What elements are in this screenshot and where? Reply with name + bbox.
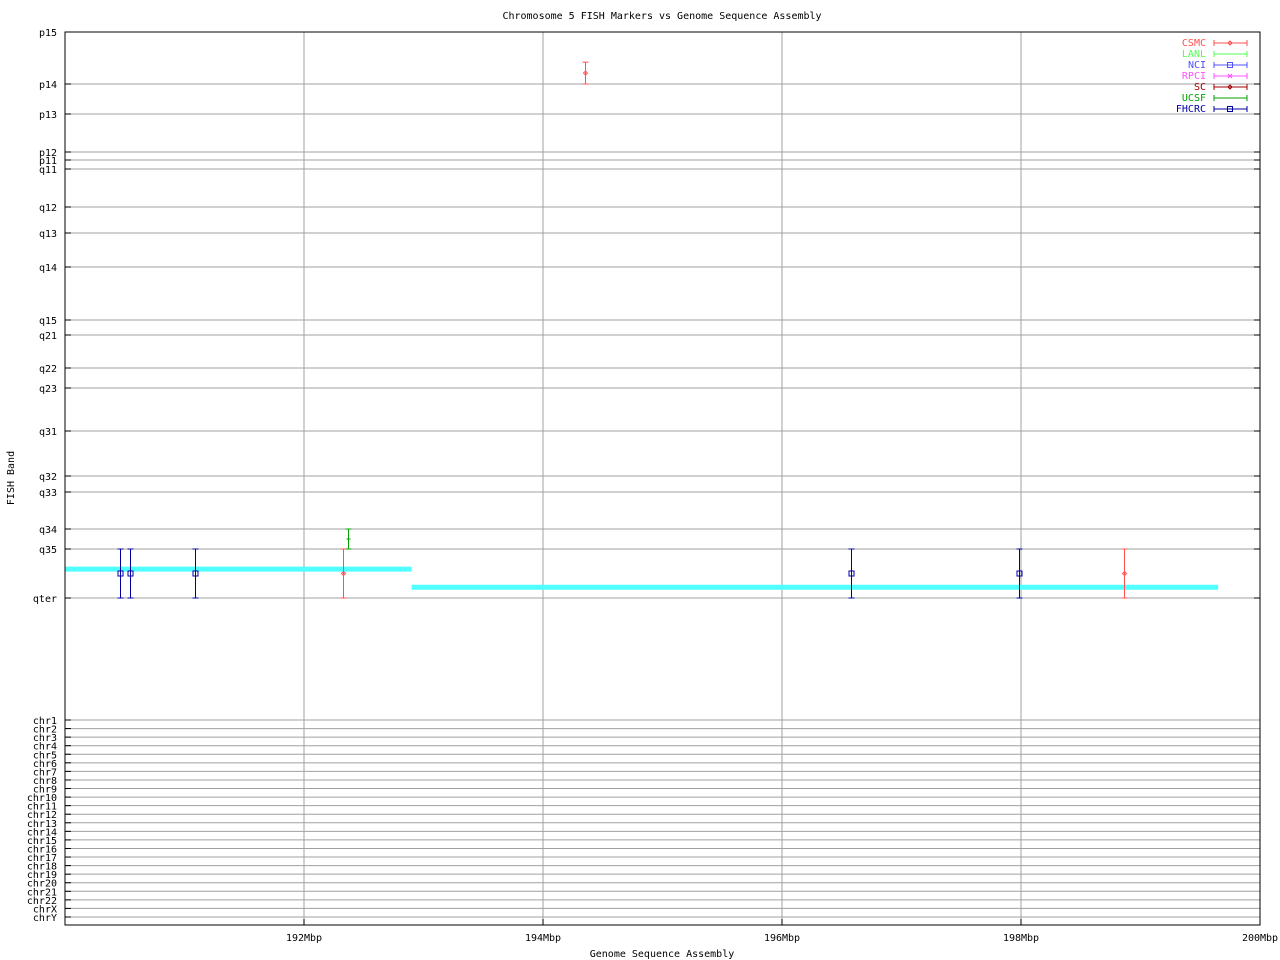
legend-item-rpci: RPCI xyxy=(1182,71,1248,82)
y-tick-label: p11 xyxy=(39,156,57,167)
y-tick-label: chr6 xyxy=(33,759,57,770)
legend-label: UCSF xyxy=(1182,93,1206,104)
y-tick-label: chr20 xyxy=(27,879,57,890)
chart-title: Chromosome 5 FISH Markers vs Genome Sequ… xyxy=(502,11,821,22)
y-tick-label: q14 xyxy=(39,263,57,274)
y-tick-label: chrX xyxy=(33,904,57,915)
square-marker xyxy=(1227,106,1233,112)
data-point-csmc xyxy=(340,548,347,599)
y-tick-label: q13 xyxy=(39,229,57,240)
y-tick-label: q23 xyxy=(39,384,57,395)
y-tick-label: q22 xyxy=(39,364,57,375)
data-point-fhcrc xyxy=(848,548,855,599)
diamond-marker xyxy=(1227,84,1233,90)
diamond-marker xyxy=(582,70,589,76)
legend-label: RPCI xyxy=(1182,71,1206,82)
y-tick-label: q31 xyxy=(39,427,57,438)
legend-item-lanl: LANL xyxy=(1182,49,1248,60)
y-axis-label: FISH Band xyxy=(6,451,17,505)
x-tick-label: 192Mbp xyxy=(286,933,322,944)
y-tick-label: chr11 xyxy=(27,802,57,813)
data-point-fhcrc xyxy=(1016,548,1023,599)
y-tick-label: chr13 xyxy=(27,819,57,830)
legend-item-ucsf: UCSF xyxy=(1182,93,1248,104)
y-tick-label: chr10 xyxy=(27,793,57,804)
y-tick-label: chr5 xyxy=(33,750,57,761)
y-tick-label: chr22 xyxy=(27,896,57,907)
y-tick-label: chr16 xyxy=(27,844,57,855)
plot-frame xyxy=(64,31,1261,926)
square-marker xyxy=(1227,62,1233,68)
y-tick-label: p13 xyxy=(39,110,57,121)
y-tick-label: q11 xyxy=(39,165,57,176)
y-tick-label: chrY xyxy=(33,913,57,924)
x-axis-label: Genome Sequence Assembly xyxy=(590,949,735,960)
y-tick-label: q21 xyxy=(39,331,57,342)
y-tick-label: chr3 xyxy=(33,733,57,744)
y-tick-label: chr21 xyxy=(27,887,57,898)
data-point-fhcrc xyxy=(192,548,199,599)
y-tick-label: chr18 xyxy=(27,862,57,873)
data-point-fhcrc xyxy=(117,548,124,599)
y-tick-label: chr17 xyxy=(27,853,57,864)
legend-item-fhcrc: FHCRC xyxy=(1176,104,1248,115)
y-tick-label: q33 xyxy=(39,488,57,499)
diamond-marker xyxy=(1121,570,1128,577)
diamond-marker xyxy=(1227,40,1233,46)
legend-item-nci: NCI xyxy=(1188,60,1248,71)
square-marker xyxy=(1016,570,1023,577)
y-tick-label: chr4 xyxy=(33,742,57,753)
y-tick-label: chr15 xyxy=(27,836,57,847)
x-tick-label: 198Mbp xyxy=(1003,933,1039,944)
x-marker xyxy=(1227,73,1233,79)
y-tick-label: p15 xyxy=(39,28,57,39)
x-tick-label: 194Mbp xyxy=(525,933,561,944)
legend-label: CSMC xyxy=(1182,38,1206,49)
data-point-fhcrc xyxy=(127,548,134,599)
legend-item-csmc: CSMC xyxy=(1182,38,1248,49)
y-tick-label: q32 xyxy=(39,472,57,483)
data-point-csmc xyxy=(1121,548,1128,599)
y-tick-label: chr12 xyxy=(27,810,57,821)
square-marker xyxy=(117,570,124,577)
data-point-ucsf xyxy=(345,528,352,550)
legend-label: NCI xyxy=(1188,60,1206,71)
legend-label: LANL xyxy=(1182,49,1206,60)
x-tick-label: 200Mbp xyxy=(1242,933,1278,944)
y-tick-label: p12 xyxy=(39,148,57,159)
x-tick-label: 196Mbp xyxy=(764,933,800,944)
y-tick-label: q35 xyxy=(39,545,57,556)
y-tick-label: chr19 xyxy=(27,870,57,881)
y-tick-label: chr2 xyxy=(33,725,57,736)
y-tick-label: qter xyxy=(33,594,57,605)
legend-label: SC xyxy=(1194,82,1206,93)
square-marker xyxy=(127,570,134,577)
y-tick-label: chr1 xyxy=(33,716,57,727)
y-tick-label: chr7 xyxy=(33,767,57,778)
y-tick-label: chr14 xyxy=(27,827,57,838)
y-tick-label: q34 xyxy=(39,525,57,536)
square-marker xyxy=(192,570,199,577)
y-tick-label: q15 xyxy=(39,316,57,327)
diamond-marker xyxy=(340,570,347,577)
data-point-csmc xyxy=(582,61,589,85)
square-marker xyxy=(848,570,855,577)
legend-item-sc: SC xyxy=(1194,82,1248,93)
y-tick-label: chr9 xyxy=(33,785,57,796)
y-tick-label: p14 xyxy=(39,80,57,91)
y-tick-label: chr8 xyxy=(33,776,57,787)
legend-label: FHCRC xyxy=(1176,104,1206,115)
y-tick-label: q12 xyxy=(39,203,57,214)
